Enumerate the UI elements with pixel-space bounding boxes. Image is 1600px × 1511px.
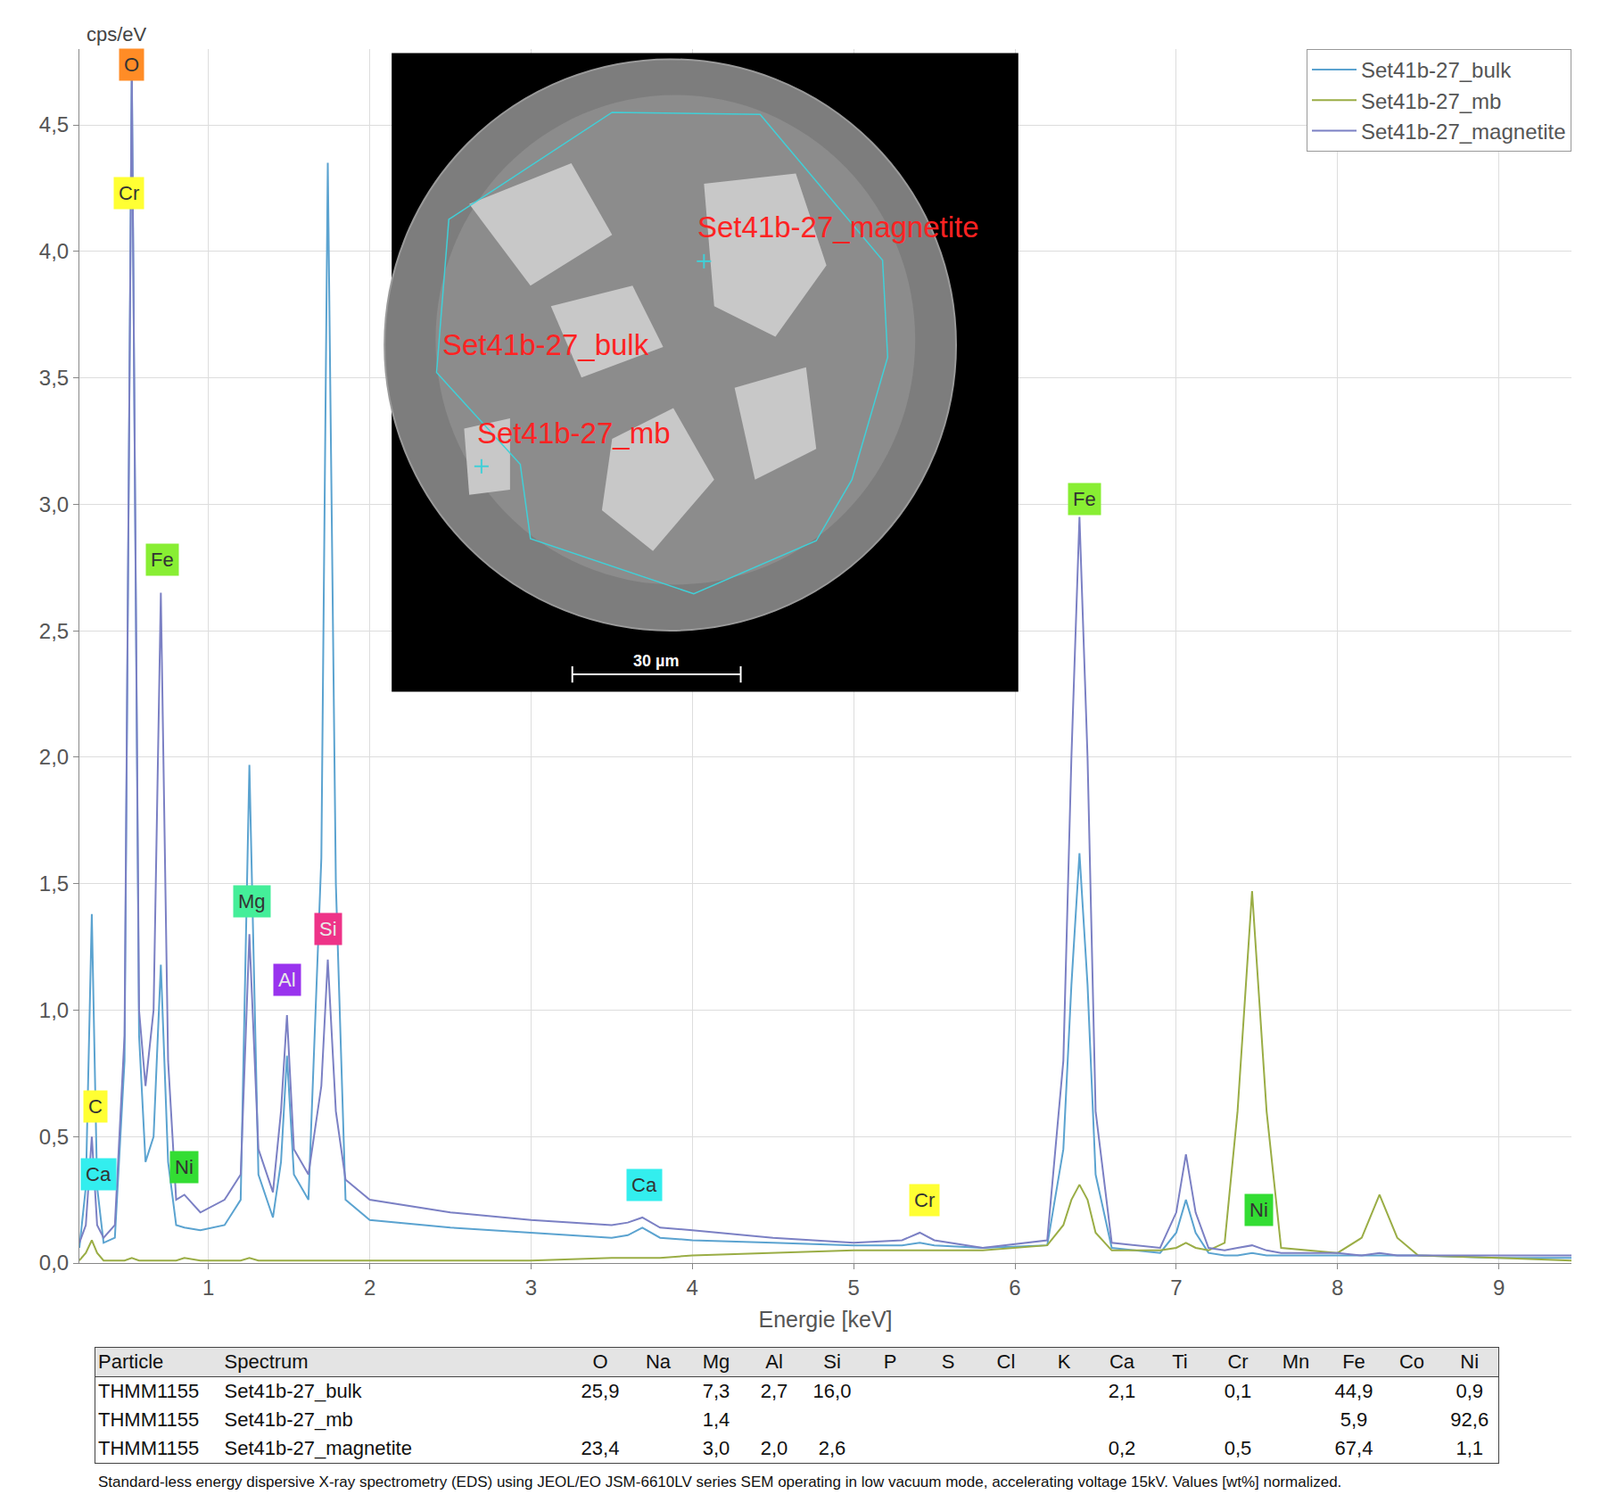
html-text:Al: Al [765, 1350, 783, 1373]
svg-text:Set41b-27_mb: Set41b-27_mb [1360, 89, 1502, 114]
html-text:16,0: 16,0 [813, 1379, 852, 1403]
html-text:Na: Na [645, 1350, 671, 1373]
html-text:Particle: Particle [98, 1350, 164, 1373]
html-text:S: S [941, 1350, 955, 1373]
svg-text:30 µm: 30 µm [633, 651, 679, 670]
html-text:2,7: 2,7 [760, 1379, 788, 1403]
svg-text:Ni: Ni [174, 1155, 194, 1179]
html-text:Spectrum: Spectrum [224, 1350, 309, 1373]
svg-text:Fe: Fe [150, 548, 174, 571]
html-text:67,4: 67,4 [1334, 1436, 1373, 1460]
html-text:5,9: 5,9 [1340, 1408, 1368, 1431]
html-text:O: O [592, 1350, 608, 1373]
html-text:P: P [883, 1350, 897, 1373]
html-text:25,9: 25,9 [581, 1379, 620, 1403]
svg-text:3: 3 [525, 1275, 537, 1300]
svg-text:Energie [keV]: Energie [keV] [758, 1306, 892, 1332]
html-text:Ti: Ti [1172, 1350, 1188, 1373]
svg-text:1,0: 1,0 [39, 997, 69, 1023]
html-text:Fe: Fe [1342, 1350, 1366, 1373]
html-text:Cl: Cl [996, 1350, 1016, 1373]
svg-text:6: 6 [1008, 1275, 1021, 1300]
svg-text:0,0: 0,0 [39, 1250, 69, 1275]
html-text:2,0: 2,0 [760, 1436, 788, 1460]
html-text:Set41b-27_bulk: Set41b-27_bulk [224, 1379, 362, 1403]
svg-text:4,0: 4,0 [39, 239, 69, 264]
svg-text:8: 8 [1331, 1275, 1344, 1300]
svg-text:2,5: 2,5 [39, 618, 69, 644]
svg-text:Fe: Fe [1072, 487, 1097, 511]
html-text:Set41b-27_mb: Set41b-27_mb [224, 1408, 353, 1431]
svg-text:Set41b-27_mb: Set41b-27_mb [477, 416, 670, 450]
html-text:Standard-less energy dispersiv: Standard-less energy dispersive X-ray sp… [98, 1473, 1342, 1491]
svg-text:3,0: 3,0 [39, 492, 69, 517]
html-text:1,4: 1,4 [702, 1408, 730, 1431]
html-text:K: K [1057, 1350, 1071, 1373]
html-text:92,6: 92,6 [1450, 1408, 1489, 1431]
svg-text:Ni: Ni [1249, 1198, 1269, 1221]
html-text:Cr: Cr [1227, 1350, 1249, 1373]
html-text:Si: Si [823, 1350, 841, 1373]
html-text:44,9: 44,9 [1334, 1379, 1373, 1403]
html-text:2,1: 2,1 [1108, 1379, 1136, 1403]
svg-text:Al: Al [278, 968, 297, 991]
svg-text:O: O [123, 53, 140, 76]
html-text:2,6: 2,6 [818, 1436, 846, 1460]
svg-text:Set41b-27_magnetite: Set41b-27_magnetite [697, 210, 980, 244]
svg-text:Si: Si [319, 917, 338, 941]
html-text:THMM1155: THMM1155 [98, 1408, 200, 1431]
svg-text:5: 5 [847, 1275, 859, 1300]
html-text:0,2: 0,2 [1108, 1436, 1136, 1460]
svg-text:1,5: 1,5 [39, 871, 69, 896]
html-text:Mg: Mg [702, 1350, 730, 1373]
html-text:1,1: 1,1 [1455, 1436, 1484, 1460]
svg-text:4,5: 4,5 [39, 112, 69, 137]
html-text:7,3: 7,3 [702, 1379, 730, 1403]
html-text:THMM1155: THMM1155 [98, 1436, 200, 1460]
html-text:Mn: Mn [1282, 1350, 1310, 1373]
html-text:Ni: Ni [1460, 1350, 1479, 1373]
svg-text:C: C [88, 1095, 103, 1118]
svg-text:2: 2 [363, 1275, 376, 1300]
html-text:Set41b-27_magnetite: Set41b-27_magnetite [224, 1436, 412, 1460]
html-text:23,4: 23,4 [581, 1436, 620, 1460]
svg-text:1: 1 [202, 1275, 215, 1300]
svg-text:3,5: 3,5 [39, 365, 69, 390]
svg-text:Set41b-27_bulk: Set41b-27_bulk [1360, 57, 1512, 83]
html-text:THMM1155: THMM1155 [98, 1379, 200, 1403]
html-text:3,0: 3,0 [702, 1436, 730, 1460]
svg-text:9: 9 [1492, 1275, 1505, 1300]
html-text:Ca: Ca [1109, 1350, 1135, 1373]
svg-text:Cr: Cr [118, 181, 140, 205]
html-text:0,9: 0,9 [1455, 1379, 1484, 1403]
html-text:0,5: 0,5 [1224, 1436, 1252, 1460]
svg-text:4: 4 [686, 1275, 699, 1300]
svg-text:Set41b-27_magnetite: Set41b-27_magnetite [1360, 119, 1567, 144]
html-text:0,1: 0,1 [1224, 1379, 1252, 1403]
svg-text:7: 7 [1170, 1275, 1182, 1300]
svg-text:0,5: 0,5 [39, 1124, 69, 1149]
svg-text:Mg: Mg [238, 890, 266, 913]
svg-text:Set41b-27_bulk: Set41b-27_bulk [442, 328, 650, 362]
html-text:Co: Co [1399, 1350, 1425, 1373]
svg-text:2,0: 2,0 [39, 744, 69, 769]
svg-text:Cr: Cr [914, 1188, 935, 1212]
svg-text:Ca: Ca [85, 1162, 112, 1186]
svg-text:cps/eV: cps/eV [86, 23, 148, 46]
svg-text:Ca: Ca [631, 1173, 658, 1196]
